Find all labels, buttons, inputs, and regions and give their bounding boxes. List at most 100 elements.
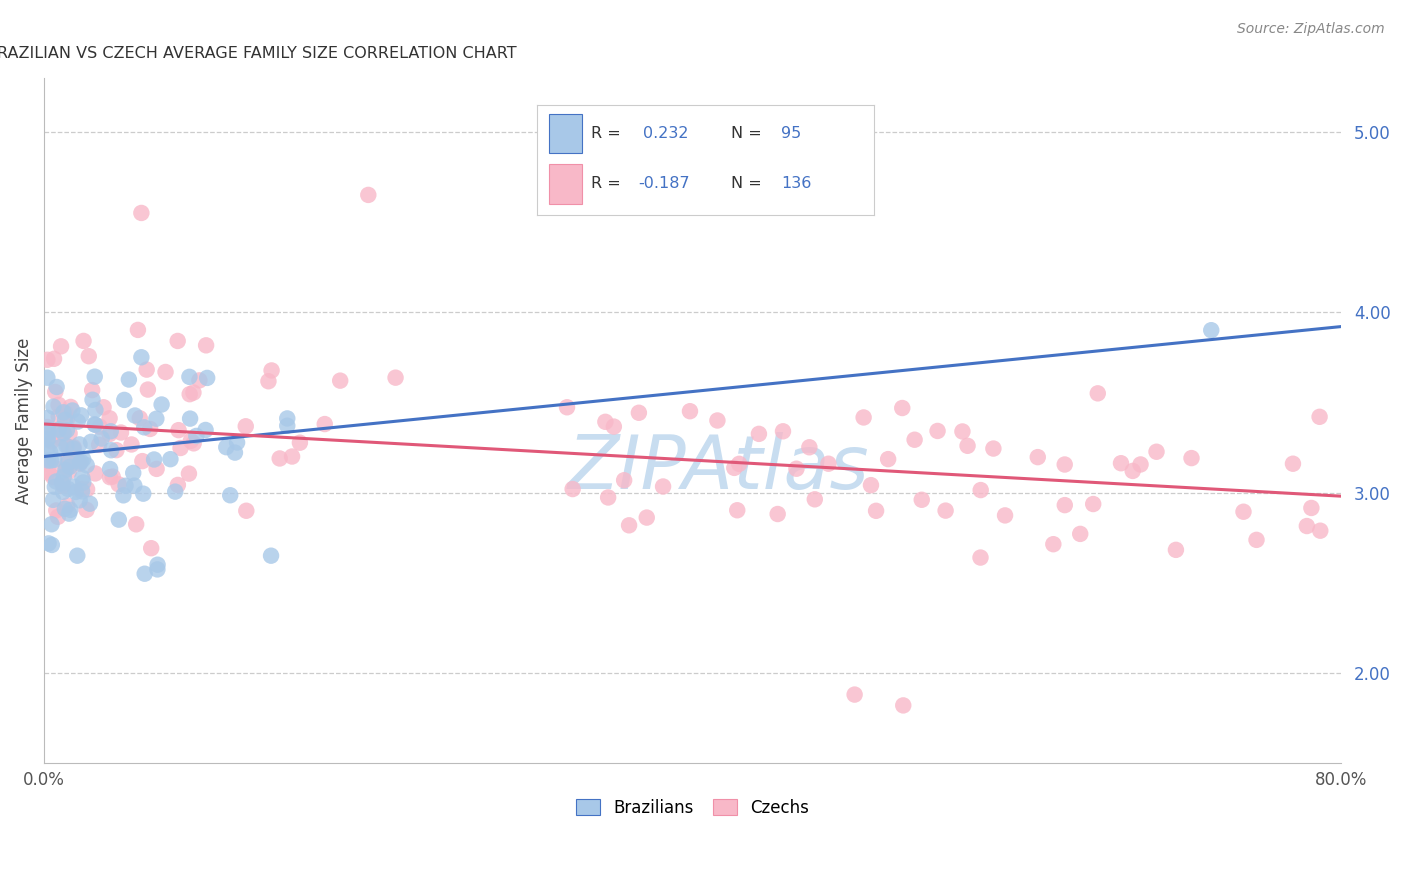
Point [852, 410, 875, 425]
Point [37, 432, 59, 446]
Point [37, 420, 59, 434]
Point [1282, 457, 1305, 471]
Point [41, 434, 63, 449]
Point [58, 426, 80, 441]
Point [384, 370, 406, 384]
Point [98, 411, 121, 425]
Point [44, 480, 66, 494]
Point [122, 466, 145, 480]
Point [169, 441, 191, 455]
Point [235, 504, 257, 518]
Point [41, 538, 63, 552]
Point [994, 508, 1017, 523]
Point [55, 463, 77, 477]
Point [1129, 458, 1152, 472]
Point [84, 403, 107, 417]
Text: BRAZILIAN VS CZECH AVERAGE FAMILY SIZE CORRELATION CHART: BRAZILIAN VS CZECH AVERAGE FAMILY SIZE C… [0, 46, 516, 62]
Point [136, 383, 159, 397]
Point [555, 401, 578, 415]
Point [37, 453, 59, 467]
Point [969, 550, 991, 565]
Point [107, 477, 129, 491]
Point [766, 507, 789, 521]
Point [48, 423, 70, 437]
Point [269, 451, 291, 466]
Point [179, 387, 201, 401]
Point [44, 384, 66, 399]
Point [52, 426, 75, 441]
Point [101, 469, 124, 483]
Point [42, 400, 65, 414]
Point [595, 415, 617, 429]
Point [1232, 505, 1254, 519]
Point [1309, 524, 1331, 538]
Point [911, 492, 934, 507]
Point [131, 454, 153, 468]
Point [100, 443, 122, 458]
Point [56, 499, 79, 513]
Point [98, 427, 121, 442]
Point [45, 427, 67, 442]
Point [145, 462, 167, 476]
Point [82, 383, 104, 397]
Point [84, 467, 107, 481]
Point [166, 334, 188, 348]
Point [180, 434, 202, 448]
Point [58, 455, 80, 469]
Point [603, 419, 626, 434]
Point [150, 397, 173, 411]
Point [79, 497, 101, 511]
Point [260, 549, 283, 563]
Point [58, 507, 80, 521]
Point [59, 503, 82, 517]
Point [70, 484, 93, 499]
Point [281, 450, 304, 464]
Point [51, 475, 73, 490]
Point [165, 484, 187, 499]
Point [66, 453, 89, 467]
Point [37, 423, 59, 437]
Point [183, 385, 205, 400]
Point [627, 406, 650, 420]
Point [124, 409, 146, 423]
Point [46, 509, 69, 524]
Point [69, 493, 91, 508]
Point [77, 349, 100, 363]
Point [112, 392, 135, 407]
Point [89, 419, 111, 434]
Point [226, 435, 249, 450]
Point [617, 518, 640, 533]
Point [260, 363, 283, 377]
Point [952, 425, 974, 439]
Point [257, 374, 280, 388]
Point [748, 426, 770, 441]
Point [155, 365, 177, 379]
Point [69, 437, 91, 451]
Point [1083, 497, 1105, 511]
Point [177, 467, 200, 481]
Point [83, 369, 105, 384]
Point [45, 475, 67, 489]
Point [1309, 409, 1331, 424]
Point [42, 492, 65, 507]
Point [39, 445, 62, 459]
Point [1122, 464, 1144, 478]
Point [817, 457, 839, 471]
Point [1180, 451, 1202, 466]
Point [118, 372, 141, 386]
Point [80, 434, 103, 449]
Point [66, 549, 89, 563]
Point [100, 424, 122, 438]
Point [723, 461, 745, 475]
Point [55, 406, 77, 420]
Point [37, 442, 59, 456]
Point [49, 440, 72, 454]
Point [1199, 323, 1222, 337]
Point [195, 338, 218, 352]
Point [935, 503, 957, 517]
Point [186, 429, 208, 443]
Point [62, 480, 84, 494]
Point [59, 459, 82, 474]
Point [70, 482, 93, 496]
Point [146, 562, 169, 576]
